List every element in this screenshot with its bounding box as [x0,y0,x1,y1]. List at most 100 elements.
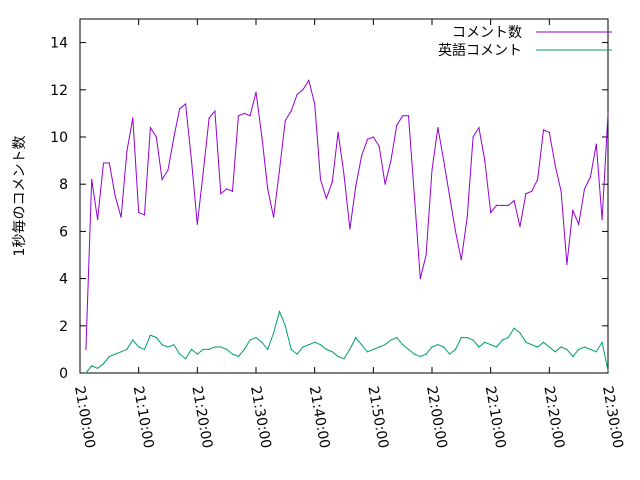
data-point [214,110,216,112]
data-point [583,188,586,190]
data-point [384,183,386,185]
data-point [548,346,550,348]
data-point [120,351,122,353]
data-point [261,136,263,138]
series-line-2 [85,310,609,374]
data-point [437,127,439,129]
data-point [454,348,457,350]
data-point [554,351,556,353]
data-point [578,348,580,350]
data-point [331,181,333,183]
data-point [542,341,545,343]
x-tick-label: 21:50:00 [364,385,391,450]
data-point [355,186,357,188]
data-point [443,346,445,348]
x-tick-label: 22:30:00 [599,385,626,450]
data-point [167,169,169,171]
data-point [537,346,539,348]
data-point [114,195,116,197]
data-point [595,143,597,145]
series-group [85,79,609,374]
data-point [126,348,128,350]
data-point [343,174,345,176]
legend-label: 英語コメント [438,42,522,59]
data-point [331,351,333,353]
data-point [226,188,228,190]
data-point [490,211,492,214]
data-point [607,112,609,114]
data-point [554,164,556,166]
data-point [560,190,562,192]
data-point [273,216,275,218]
data-point [437,344,439,346]
data-point [314,341,316,343]
data-point [208,117,210,119]
data-point [220,346,222,348]
data-point [138,211,140,214]
data-point [572,209,574,211]
data-point [296,353,298,355]
data-point [143,348,146,350]
data-point [531,190,533,192]
data-point [319,344,322,346]
data-point [490,344,492,346]
x-tick-label: 22:10:00 [482,385,509,450]
data-point [132,117,134,119]
data-point [231,190,234,192]
data-point [513,200,515,202]
data-point [472,339,474,341]
data-point [572,355,574,358]
data-point [185,358,187,360]
data-point [355,337,357,339]
data-point [507,337,509,339]
data-point [255,337,257,339]
data-point [402,115,404,117]
data-point [607,370,609,372]
data-point [226,348,228,350]
x-tick-label: 21:40:00 [306,385,333,450]
data-point [460,259,462,261]
data-point [513,327,515,329]
data-point [102,162,105,164]
data-point [478,127,480,129]
x-axis: 21:00:00 21:10:00 21:20:00 21:30:00 21:40:00… [71,19,626,450]
data-point [478,346,480,348]
data-point [220,193,222,195]
data-point [472,136,474,138]
data-point [583,346,586,348]
data-point [302,89,304,91]
data-point [155,337,157,339]
data-point [202,171,204,173]
data-point [108,162,110,164]
data-point [319,178,322,181]
data-point [519,332,521,334]
data-point [267,188,269,190]
data-point [290,348,292,350]
data-point [161,344,163,346]
data-point [525,193,527,195]
data-point [402,344,404,346]
data-point [102,363,105,365]
data-point [196,353,198,355]
data-point [273,332,275,334]
data-point [173,344,175,346]
series-points-2 [85,311,609,374]
data-point [91,365,93,367]
data-point [161,178,163,181]
data-point [190,348,193,350]
data-point [519,226,521,228]
data-point [548,131,550,133]
data-point [97,219,99,221]
data-point [431,346,433,348]
x-tick-label: 22:20:00 [540,385,567,450]
data-point [466,337,468,339]
data-point [278,311,281,313]
data-point [378,346,380,348]
data-point [243,348,245,350]
y-axis: 0 2 4 6 8 10 12 14 [50,36,608,382]
data-point [560,346,562,348]
data-point [337,131,339,133]
y-tick-label: 2 [59,319,68,335]
data-point [149,127,151,129]
